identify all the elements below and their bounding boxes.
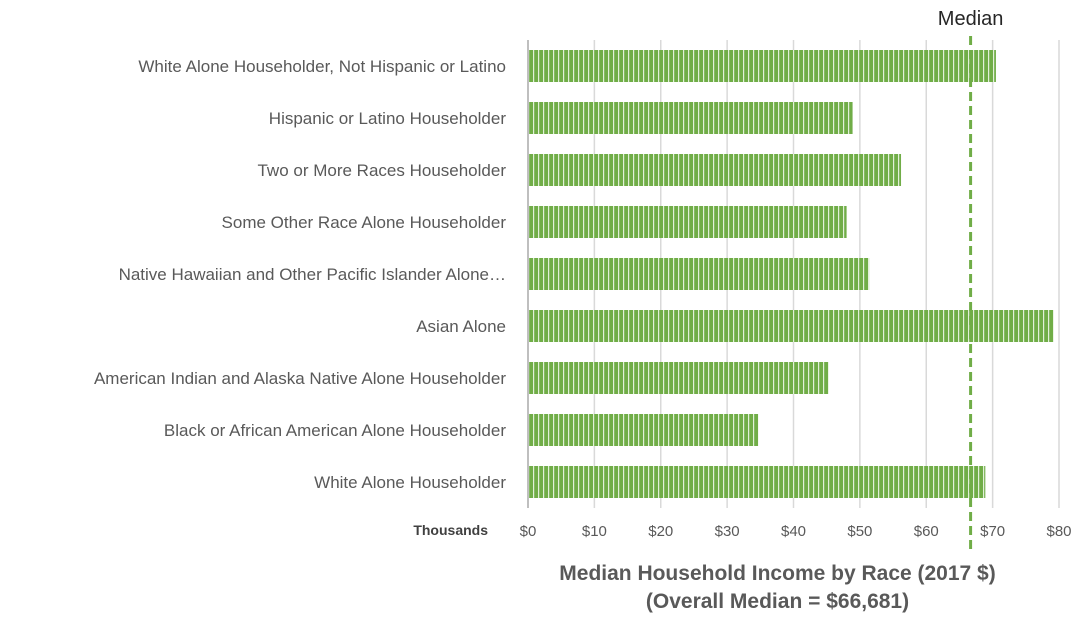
category-label: White Alone Householder, Not Hispanic or…: [138, 57, 506, 76]
bar: [528, 206, 847, 238]
x-tick-label: $20: [648, 523, 673, 540]
x-tick-label: $10: [582, 523, 607, 540]
bar: [528, 310, 1054, 342]
chart-title-line-1: Median Household Income by Race (2017 $): [559, 562, 995, 585]
bar: [528, 50, 996, 82]
category-label: Asian Alone: [416, 317, 506, 336]
median-reference-label: Median: [938, 8, 1004, 30]
category-label: Hispanic or Latino Householder: [269, 109, 507, 128]
x-tick-label: $80: [1046, 523, 1071, 540]
x-tick-label: $70: [980, 523, 1005, 540]
category-label: Black or African American Alone Househol…: [164, 421, 506, 440]
x-tick-label: $0: [520, 523, 537, 540]
category-labels: White Alone Householder, Not Hispanic or…: [94, 57, 506, 492]
bar: [528, 362, 829, 394]
x-tick-label: $40: [781, 523, 806, 540]
bar: [528, 466, 986, 498]
category-label: Native Hawaiian and Other Pacific Island…: [119, 265, 506, 284]
chart-title-line-2: (Overall Median = $66,681): [646, 590, 909, 613]
category-label: Some Other Race Alone Householder: [222, 213, 507, 232]
x-tick-labels: $0 $10 $20 $30 $40 $50 $60 $70 $80: [520, 523, 1072, 540]
category-label: White Alone Householder: [314, 473, 506, 492]
bar: [528, 102, 853, 134]
bars: [528, 50, 1054, 498]
category-label: American Indian and Alaska Native Alone …: [94, 369, 506, 388]
x-units-label: Thousands: [413, 522, 488, 538]
category-label: Two or More Races Householder: [257, 161, 506, 180]
x-tick-label: $50: [847, 523, 872, 540]
bar: [528, 258, 870, 290]
x-tick-label: $60: [914, 523, 939, 540]
bar: [528, 154, 902, 186]
x-tick-label: $30: [715, 523, 740, 540]
bar: [528, 414, 759, 446]
